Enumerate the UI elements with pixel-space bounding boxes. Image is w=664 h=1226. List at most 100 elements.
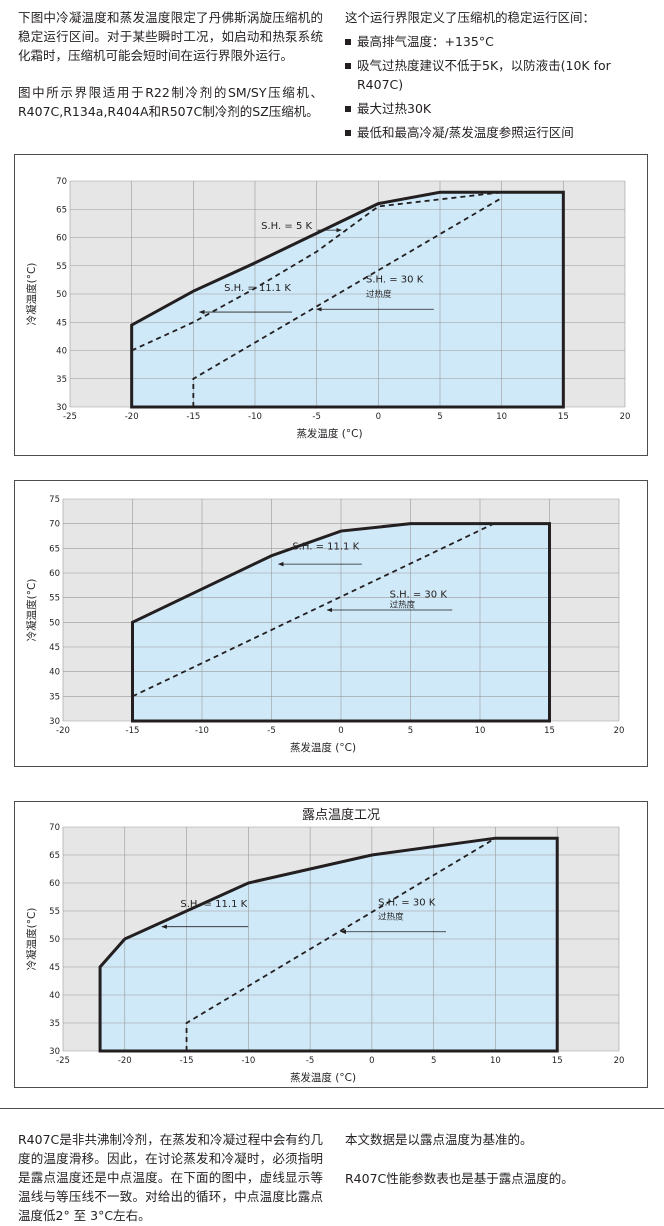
x-tick-label: -20 xyxy=(125,412,139,422)
superheat-label: S.H. = 11.1 K xyxy=(180,899,247,910)
y-tick-label: 60 xyxy=(49,569,60,579)
y-tick-label: 35 xyxy=(49,692,60,702)
x-tick-label: 10 xyxy=(490,1056,501,1066)
superheat-dashed-line xyxy=(132,522,495,698)
y-tick-label: 70 xyxy=(49,520,60,530)
y-tick-label: 45 xyxy=(56,318,67,328)
footer-note-2: R407C性能参数表也是基于露点温度的。 xyxy=(345,1171,574,1186)
square-bullet-icon xyxy=(345,63,351,69)
y-tick-label: 30 xyxy=(56,403,67,413)
chart-panel-3: 露点温度工况 -25 -20 -15 -10 -5 0 5 10 15 20 30 35 40 45 50 55… xyxy=(14,801,648,1088)
superheat-caption: 过热度 xyxy=(378,911,404,922)
y-tick-label: 40 xyxy=(56,347,67,357)
x-tick-label: 15 xyxy=(558,412,569,422)
x-axis-label: 蒸发温度 (°C) xyxy=(296,427,362,440)
y-tick-label: 45 xyxy=(49,963,60,973)
x-tick-label: -15 xyxy=(126,726,140,736)
x-tick-label: 5 xyxy=(408,726,413,736)
x-tick-label: 0 xyxy=(376,412,381,422)
x-tick-label: -10 xyxy=(241,1056,255,1066)
x-tick-label: -5 xyxy=(267,726,275,736)
x-tick-label: -20 xyxy=(118,1056,132,1066)
x-tick-label: 5 xyxy=(431,1056,436,1066)
list-item: 最大过热30K xyxy=(345,99,655,118)
list-item: 最高排气温度：+135°C xyxy=(345,32,655,51)
superheat-dashed-line xyxy=(185,837,496,1051)
superheat-label: S.H. = 11.1 K xyxy=(292,541,359,552)
x-tick-label: -10 xyxy=(248,412,262,422)
y-tick-label: 50 xyxy=(56,290,67,300)
y-axis-label: 冷凝温度(°C) xyxy=(25,908,38,971)
x-tick-label: 5 xyxy=(437,412,442,422)
list-item-text: 最低和最高冷凝/蒸发温度参照运行区间 xyxy=(357,125,574,140)
y-tick-label: 75 xyxy=(49,495,60,505)
chart-panel-2: -20 -15 -10 -5 0 5 10 15 20 30 35 40 45 50 55 60 65 70 75 蒸… xyxy=(14,480,648,767)
x-tick-label: -5 xyxy=(306,1056,314,1066)
envelope-boundary xyxy=(98,836,559,1053)
y-tick-label: 70 xyxy=(49,823,60,833)
envelope-boundary xyxy=(131,522,551,723)
y-tick-label: 40 xyxy=(49,668,60,678)
superheat-label: S.H. = 30 K xyxy=(390,590,448,601)
envelope-area xyxy=(131,192,564,407)
envelope-area xyxy=(100,838,558,1051)
y-tick-label: 55 xyxy=(49,594,60,604)
superheat-caption: 过热度 xyxy=(366,289,392,300)
square-bullet-icon xyxy=(345,39,351,45)
x-tick-label: -15 xyxy=(186,412,200,422)
y-tick-label: 50 xyxy=(49,935,60,945)
section-divider xyxy=(0,1108,664,1109)
list-item-text: 吸气过热度建议不低于5K，以防液击(10K for R407C) xyxy=(357,58,611,92)
superheat-label: S.H. = 30 K xyxy=(366,275,424,286)
y-tick-label: 60 xyxy=(56,234,67,244)
chart-title: 露点温度工况 xyxy=(302,807,380,823)
y-tick-label: 30 xyxy=(49,717,60,727)
x-axis-label: 蒸发温度 (°C) xyxy=(290,741,356,754)
square-bullet-icon xyxy=(345,106,351,112)
y-tick-label: 65 xyxy=(49,851,60,861)
list-item-text: 最高排气温度：+135°C xyxy=(357,34,494,49)
x-tick-label: 10 xyxy=(496,412,507,422)
y-tick-label: 50 xyxy=(49,618,60,628)
y-tick-label: 45 xyxy=(49,643,60,653)
superheat-label: S.H. = 30 K xyxy=(378,897,436,908)
square-bullet-icon xyxy=(345,130,351,136)
list-item: 吸气过热度建议不低于5K，以防液击(10K for R407C) xyxy=(345,56,655,94)
intro-paragraph-2: 图中所示界限适用于R22制冷剂的SM/SY压缩机、R407C,R134a,R40… xyxy=(18,85,323,119)
x-tick-label: 0 xyxy=(338,726,343,736)
list-item-text: 最大过热30K xyxy=(357,101,432,116)
x-tick-label: 15 xyxy=(552,1056,563,1066)
y-tick-label: 65 xyxy=(49,544,60,554)
intro-right-text: 这个运行界限定义了压缩机的稳定运行区间： 最高排气温度：+135°C 吸气过热度… xyxy=(345,8,655,147)
superheat-label: S.H. = 11.1 K xyxy=(224,283,291,294)
superheat-dashed-line xyxy=(131,191,502,352)
x-tick-label: 20 xyxy=(620,412,631,422)
operating-envelope-chart-2: -20 -15 -10 -5 0 5 10 15 20 30 35 40 45 50 55 60 65 70 75 蒸… xyxy=(25,495,624,754)
envelope-limits-list: 最高排气温度：+135°C 吸气过热度建议不低于5K，以防液击(10K for … xyxy=(345,32,655,142)
superheat-label: S.H. = 5 K xyxy=(261,221,312,232)
y-tick-label: 55 xyxy=(49,907,60,917)
intro-paragraph-1: 下图中冷凝温度和蒸发温度限定了丹佛斯涡旋压缩机的稳定运行区间。对于某些瞬时工况，… xyxy=(18,10,323,63)
y-tick-label: 70 xyxy=(56,177,67,187)
y-axis-label: 冷凝温度(°C) xyxy=(25,579,38,642)
x-tick-label: 0 xyxy=(369,1056,374,1066)
y-tick-label: 30 xyxy=(49,1047,60,1057)
x-tick-label: -15 xyxy=(180,1056,194,1066)
y-tick-label: 35 xyxy=(49,1019,60,1029)
x-tick-label: 20 xyxy=(614,1056,625,1066)
x-tick-label: -5 xyxy=(312,412,320,422)
x-tick-label: -10 xyxy=(195,726,209,736)
y-tick-label: 55 xyxy=(56,262,67,272)
x-tick-label: -25 xyxy=(56,1056,70,1066)
y-tick-label: 35 xyxy=(56,375,67,385)
x-tick-label: 15 xyxy=(544,726,555,736)
operating-envelope-chart-1: -25 -20 -15 -10 -5 0 5 10 15 20 30 35 40 45 50 55 60 65 70… xyxy=(25,177,631,440)
y-tick-label: 40 xyxy=(49,991,60,1001)
footer-note-1: 本文数据是以露点温度为基准的。 xyxy=(345,1132,533,1147)
x-tick-label: 10 xyxy=(475,726,486,736)
footer-left-text: R407C是非共沸制冷剂，在蒸发和冷凝过程中会有约几度的温度滑移。因此，在讨论蒸… xyxy=(18,1132,323,1223)
footer-right-text: 本文数据是以露点温度为基准的。 R407C性能参数表也是基于露点温度的。 xyxy=(345,1130,645,1208)
intro-left-text: 下图中冷凝温度和蒸发温度限定了丹佛斯涡旋压缩机的稳定运行区间。对于某些瞬时工况，… xyxy=(18,8,323,139)
y-tick-label: 60 xyxy=(49,879,60,889)
list-item: 最低和最高冷凝/蒸发温度参照运行区间 xyxy=(345,123,655,142)
